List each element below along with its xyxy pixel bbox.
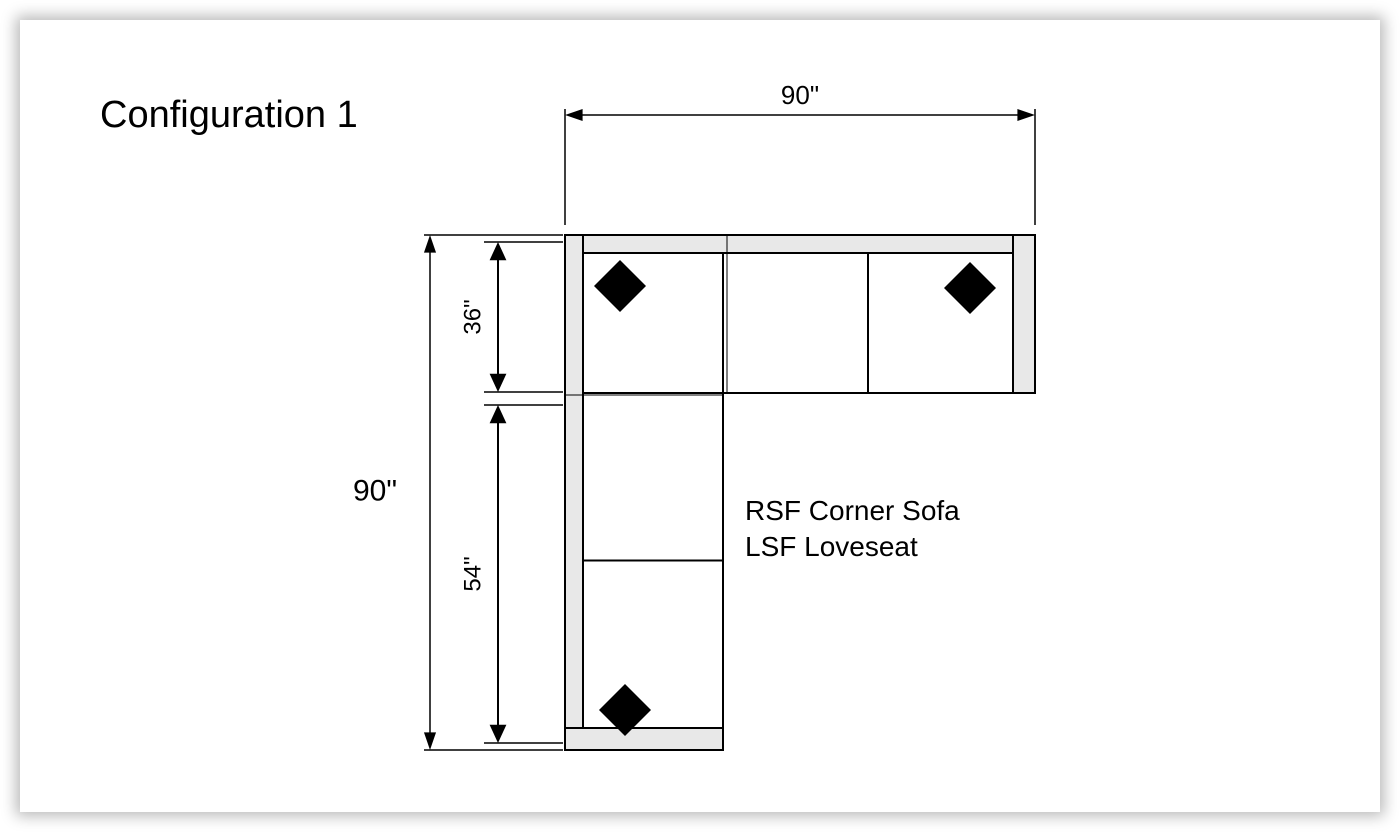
svg-text:54": 54" bbox=[459, 556, 486, 591]
diagram-card: Configuration 1 90" 90" 36" 54" RSF Corner S… bbox=[20, 20, 1380, 812]
svg-text:RSF Corner Sofa: RSF Corner Sofa bbox=[745, 495, 960, 526]
svg-text:90": 90" bbox=[353, 474, 397, 507]
svg-text:36": 36" bbox=[459, 299, 486, 334]
sofa-diagram: 90" 90" 36" 54" RSF Corner Sofa LSF Loveseat bbox=[20, 20, 1380, 812]
config-title: Configuration 1 bbox=[100, 94, 358, 137]
svg-text:90": 90" bbox=[781, 80, 819, 110]
svg-text:LSF Loveseat: LSF Loveseat bbox=[745, 531, 918, 562]
